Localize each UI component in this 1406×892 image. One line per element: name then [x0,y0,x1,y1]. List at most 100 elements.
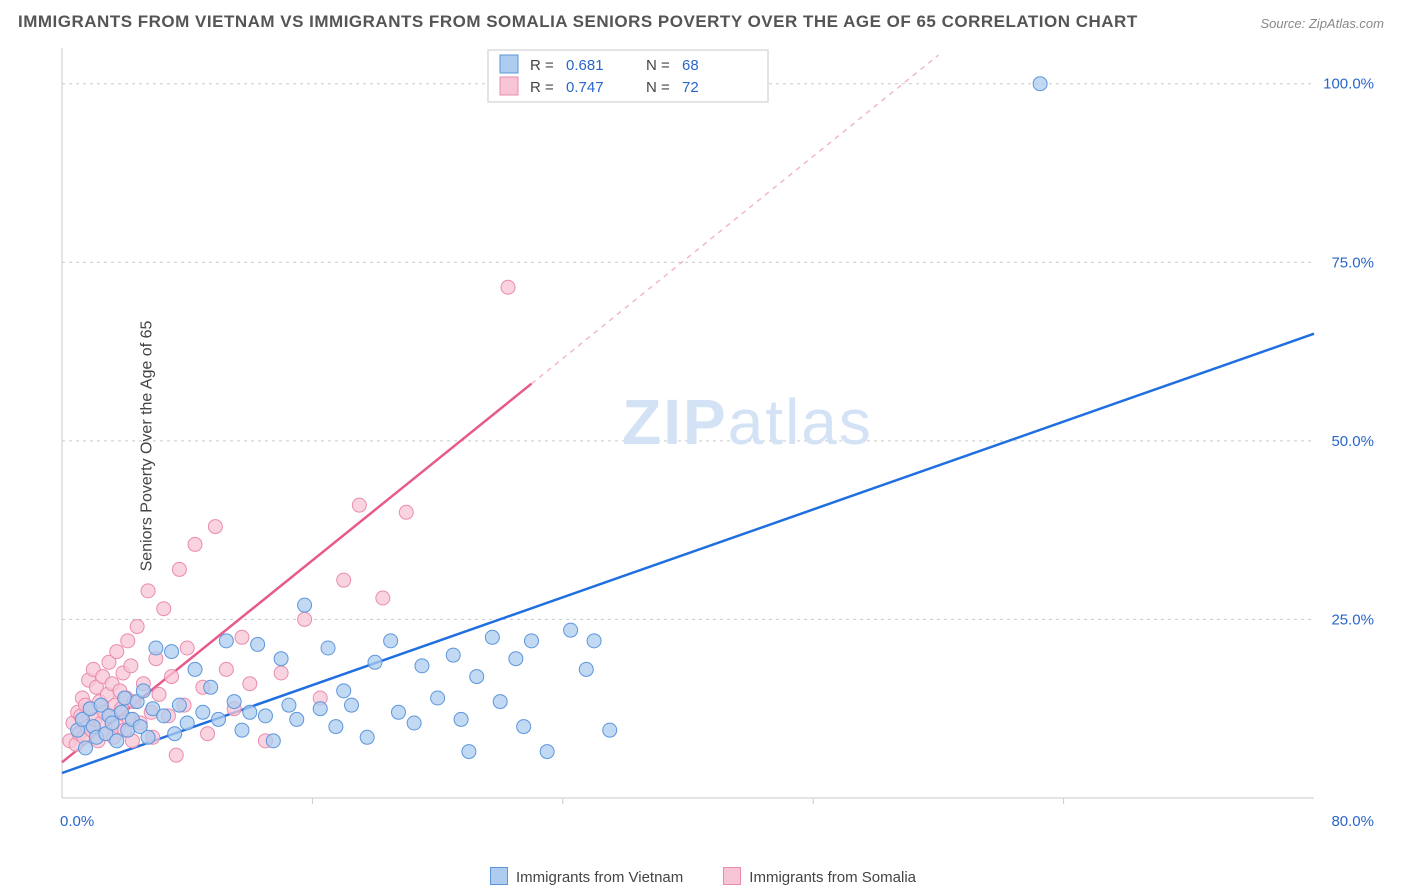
stats-r-value: 0.747 [566,79,604,96]
data-point-somalia [165,670,179,684]
data-point-vietnam [1033,77,1047,91]
data-point-somalia [121,634,135,648]
data-point-somalia [274,666,288,680]
data-point-vietnam [78,741,92,755]
data-point-somalia [219,662,233,676]
data-point-somalia [376,591,390,605]
data-point-somalia [172,562,186,576]
data-point-somalia [501,280,515,294]
data-point-somalia [152,687,166,701]
source-label: Source: ZipAtlas.com [1260,16,1384,31]
data-point-vietnam [196,705,210,719]
stats-n-value: 72 [682,79,699,96]
data-point-somalia [188,537,202,551]
data-point-vietnam [282,698,296,712]
data-point-somalia [352,498,366,512]
data-point-vietnam [219,634,233,648]
y-tick-label: 100.0% [1323,76,1374,93]
data-point-vietnam [517,720,531,734]
stats-swatch [500,55,518,73]
data-point-vietnam [462,745,476,759]
data-point-somalia [243,677,257,691]
data-point-vietnam [168,727,182,741]
data-point-vietnam [180,716,194,730]
data-point-somalia [337,573,351,587]
data-point-vietnam [431,691,445,705]
data-point-vietnam [298,598,312,612]
legend-label-vietnam: Immigrants from Vietnam [516,869,683,886]
chart-title: IMMIGRANTS FROM VIETNAM VS IMMIGRANTS FR… [18,12,1138,32]
data-point-vietnam [235,723,249,737]
data-point-vietnam [290,712,304,726]
data-point-vietnam [110,734,124,748]
y-tick-label: 50.0% [1331,433,1374,450]
data-point-somalia [201,727,215,741]
data-point-vietnam [454,712,468,726]
data-point-vietnam [407,716,421,730]
data-point-somalia [399,505,413,519]
legend-swatch-blue [490,867,508,885]
x-tick-label: 0.0% [60,813,94,830]
data-point-vietnam [345,698,359,712]
data-point-vietnam [415,659,429,673]
data-point-vietnam [329,720,343,734]
legend-swatch-pink [723,867,741,885]
stats-swatch [500,77,518,95]
data-point-vietnam [470,670,484,684]
data-point-somalia [298,612,312,626]
data-point-vietnam [172,698,186,712]
watermark: ZIPatlas [622,386,873,458]
data-point-somalia [130,620,144,634]
chart-svg: 25.0% 50.0% 75.0% 100.0% 0.0% 80.0% ZIPatlas R … [58,42,1384,846]
data-point-vietnam [313,702,327,716]
data-point-vietnam [603,723,617,737]
data-point-vietnam [493,695,507,709]
data-point-somalia [141,584,155,598]
data-point-vietnam [251,637,265,651]
legend-item-somalia: Immigrants from Somalia [723,867,916,886]
data-point-vietnam [212,712,226,726]
data-point-vietnam [188,662,202,676]
data-point-vietnam [149,641,163,655]
data-point-vietnam [509,652,523,666]
bottom-legend: Immigrants from Vietnam Immigrants from … [0,867,1406,886]
y-tick-label: 75.0% [1331,254,1374,271]
data-point-vietnam [540,745,554,759]
y-tick-label: 25.0% [1331,611,1374,628]
data-point-vietnam [485,630,499,644]
data-point-vietnam [360,730,374,744]
data-point-vietnam [321,641,335,655]
data-point-vietnam [227,695,241,709]
data-point-vietnam [391,705,405,719]
data-point-vietnam [587,634,601,648]
data-point-vietnam [258,709,272,723]
data-point-vietnam [274,652,288,666]
stats-r-label: R = [530,79,554,96]
data-point-vietnam [525,634,539,648]
data-point-somalia [124,659,138,673]
data-point-somalia [110,645,124,659]
data-point-vietnam [579,662,593,676]
data-point-somalia [180,641,194,655]
data-point-somalia [157,602,171,616]
legend-item-vietnam: Immigrants from Vietnam [490,867,683,886]
legend-label-somalia: Immigrants from Somalia [749,869,916,886]
data-point-vietnam [266,734,280,748]
data-point-vietnam [118,691,132,705]
stats-n-value: 68 [682,57,699,74]
data-point-vietnam [136,684,150,698]
data-point-vietnam [368,655,382,669]
data-point-vietnam [157,709,171,723]
data-point-vietnam [165,645,179,659]
data-point-vietnam [243,705,257,719]
data-point-vietnam [384,634,398,648]
trendline-somalia-extrapolated [532,55,939,384]
x-tick-label: 80.0% [1331,813,1374,830]
stats-n-label: N = [646,79,670,96]
data-point-vietnam [446,648,460,662]
source-name: ZipAtlas.com [1309,16,1384,31]
stats-n-label: N = [646,57,670,74]
source-prefix: Source: [1260,16,1308,31]
chart-plot-area: 25.0% 50.0% 75.0% 100.0% 0.0% 80.0% ZIPatlas R … [58,42,1384,846]
stats-r-value: 0.681 [566,57,604,74]
